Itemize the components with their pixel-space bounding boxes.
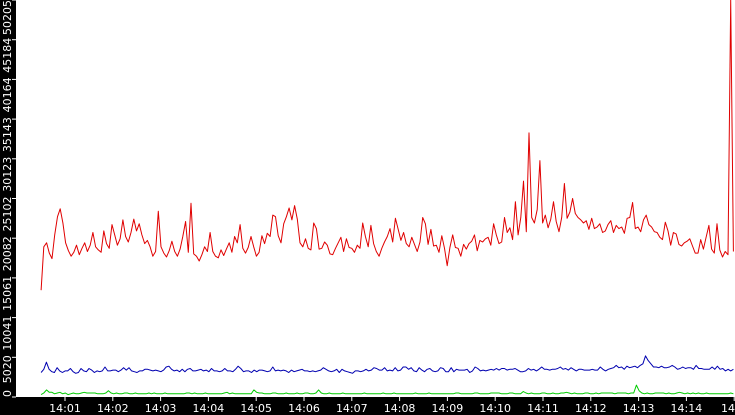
x-tick-label: 14:04 — [193, 402, 225, 415]
x-tick-label: 14:11 — [527, 402, 559, 415]
x-tick-label: 14:01 — [49, 402, 81, 415]
y-tick-label: 45184 — [1, 38, 14, 73]
x-tick-label: 14 — [721, 402, 735, 415]
y-tick-label: 30123 — [1, 157, 14, 192]
series-line-3 — [40, 384, 734, 396]
x-tick-label: 14:13 — [623, 402, 655, 415]
y-axis-ticks: 0 5020 10041 15061 20082 25102 30123 35143 40164… — [1, 0, 16, 398]
y-tick-label: 5020 — [1, 355, 14, 383]
x-tick-label: 14:07 — [336, 402, 368, 415]
y-tick-label: 35143 — [1, 117, 14, 152]
series-line-2 — [40, 355, 734, 374]
y-tick-label: 10041 — [1, 316, 14, 351]
y-tick-label: 50205 — [1, 0, 14, 35]
x-tick-label: 14:06 — [288, 402, 320, 415]
series-line-1 — [40, 0, 734, 291]
y-tick-label: 20082 — [1, 236, 14, 271]
x-tick-label: 14:12 — [575, 402, 607, 415]
x-axis-ticks: 14:01 14:02 14:03 14:04 14:05 14:06 14:07 14:08… — [49, 397, 735, 415]
x-tick-label: 14:10 — [479, 402, 511, 415]
x-tick-label: 14:05 — [240, 402, 272, 415]
series-layer — [40, 0, 734, 396]
x-tick-label: 14:02 — [97, 402, 129, 415]
x-tick-label: 14:14 — [671, 402, 703, 415]
y-tick-label: 40164 — [1, 77, 14, 112]
y-axis-band — [0, 0, 16, 415]
y-tick-label: 15061 — [1, 276, 14, 311]
x-axis-band — [0, 397, 735, 415]
y-tick-label: 0 — [1, 390, 14, 397]
x-tick-label: 14:09 — [432, 402, 464, 415]
x-tick-label: 14:03 — [145, 402, 177, 415]
y-tick-label: 25102 — [1, 197, 14, 232]
x-tick-label: 14:08 — [384, 402, 416, 415]
